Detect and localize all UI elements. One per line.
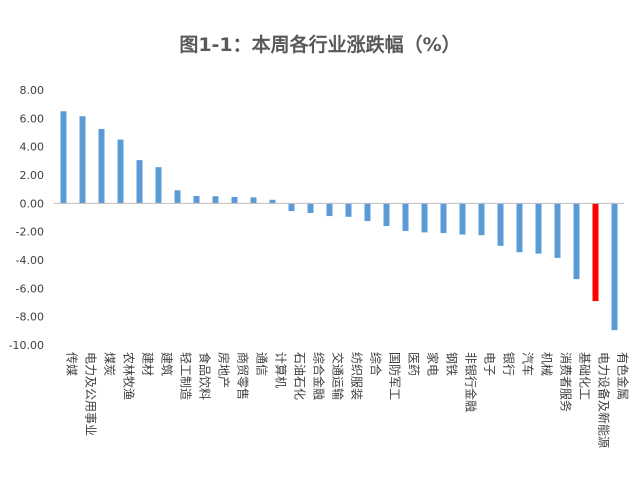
category-label: 建筑: [160, 352, 175, 376]
bar: [383, 203, 390, 226]
bar: [364, 203, 371, 222]
bar: [497, 203, 504, 246]
category-label: 煤炭: [103, 352, 117, 376]
bar: [345, 203, 352, 217]
y-tick-label: -8.00: [16, 311, 44, 324]
category-label: 石油石化: [293, 352, 307, 400]
category-label: 交通运输: [331, 352, 346, 400]
category-label: 电力设备及新能源: [597, 352, 612, 448]
bar: [269, 199, 276, 204]
category-label: 非银行金融: [464, 352, 479, 412]
bar: [193, 195, 200, 204]
category-label: 消费者服务: [559, 352, 574, 412]
bar: [117, 139, 124, 204]
bar: [231, 196, 238, 204]
y-tick-label: 0.00: [20, 197, 45, 210]
category-label: 电子: [483, 352, 497, 376]
y-tick-label: -2.00: [16, 226, 44, 239]
bar: [326, 203, 333, 217]
bar: [459, 203, 466, 235]
category-label: 商贸零售: [236, 352, 251, 400]
category-label: 电力及公用事业: [84, 352, 98, 436]
category-label: 有色金属: [616, 352, 631, 400]
category-label: 传媒: [65, 352, 80, 376]
bar: [535, 203, 542, 254]
category-label: 钢铁: [445, 352, 459, 376]
bar: [174, 190, 181, 204]
category-label: 纺织服装: [350, 352, 364, 400]
category-label: 银行: [502, 352, 516, 376]
bar: [250, 197, 257, 204]
bar: [573, 203, 580, 280]
category-label: 房地产: [217, 352, 232, 388]
y-tick-label: 2.00: [20, 169, 45, 182]
category-label: 综合金融: [312, 352, 327, 400]
chart-title: 图1-1：本周各行业涨跌幅（%）: [179, 34, 461, 56]
y-tick-label: 4.00: [20, 141, 45, 154]
y-tick-label: -10.00: [9, 339, 44, 352]
category-label: 机械: [540, 352, 555, 376]
category-label: 食品饮料: [198, 352, 213, 400]
bar: [307, 203, 314, 213]
bar: [421, 203, 428, 233]
category-label: 计算机: [274, 352, 289, 388]
category-label: 基础化工: [578, 352, 592, 400]
bar: [402, 203, 409, 231]
bar: [440, 203, 447, 234]
category-label: 农林牧渔: [122, 352, 136, 400]
bar: [136, 160, 143, 204]
category-label: 国防军工: [388, 352, 403, 400]
category-label: 家电: [426, 352, 441, 376]
bar: [516, 203, 523, 253]
y-tick-label: -6.00: [16, 282, 44, 295]
category-label: 综合: [369, 352, 384, 376]
bar: [592, 203, 599, 302]
category-label: 通信: [255, 352, 269, 376]
bar: [478, 203, 485, 236]
bar: [554, 203, 561, 258]
category-label: 医药: [407, 352, 421, 376]
bar: [60, 111, 67, 204]
y-tick-label: 6.00: [20, 112, 45, 125]
y-tick-label: 8.00: [20, 84, 45, 97]
bar: [288, 203, 295, 212]
bar: [611, 203, 618, 331]
bar: [98, 128, 105, 204]
bar: [79, 116, 86, 204]
category-label: 轻工制造: [179, 352, 193, 400]
bar: [155, 167, 162, 204]
bar: [212, 196, 219, 204]
y-tick-label: -4.00: [16, 254, 44, 267]
category-label: 建材: [141, 352, 155, 376]
category-label: 汽车: [521, 352, 536, 376]
